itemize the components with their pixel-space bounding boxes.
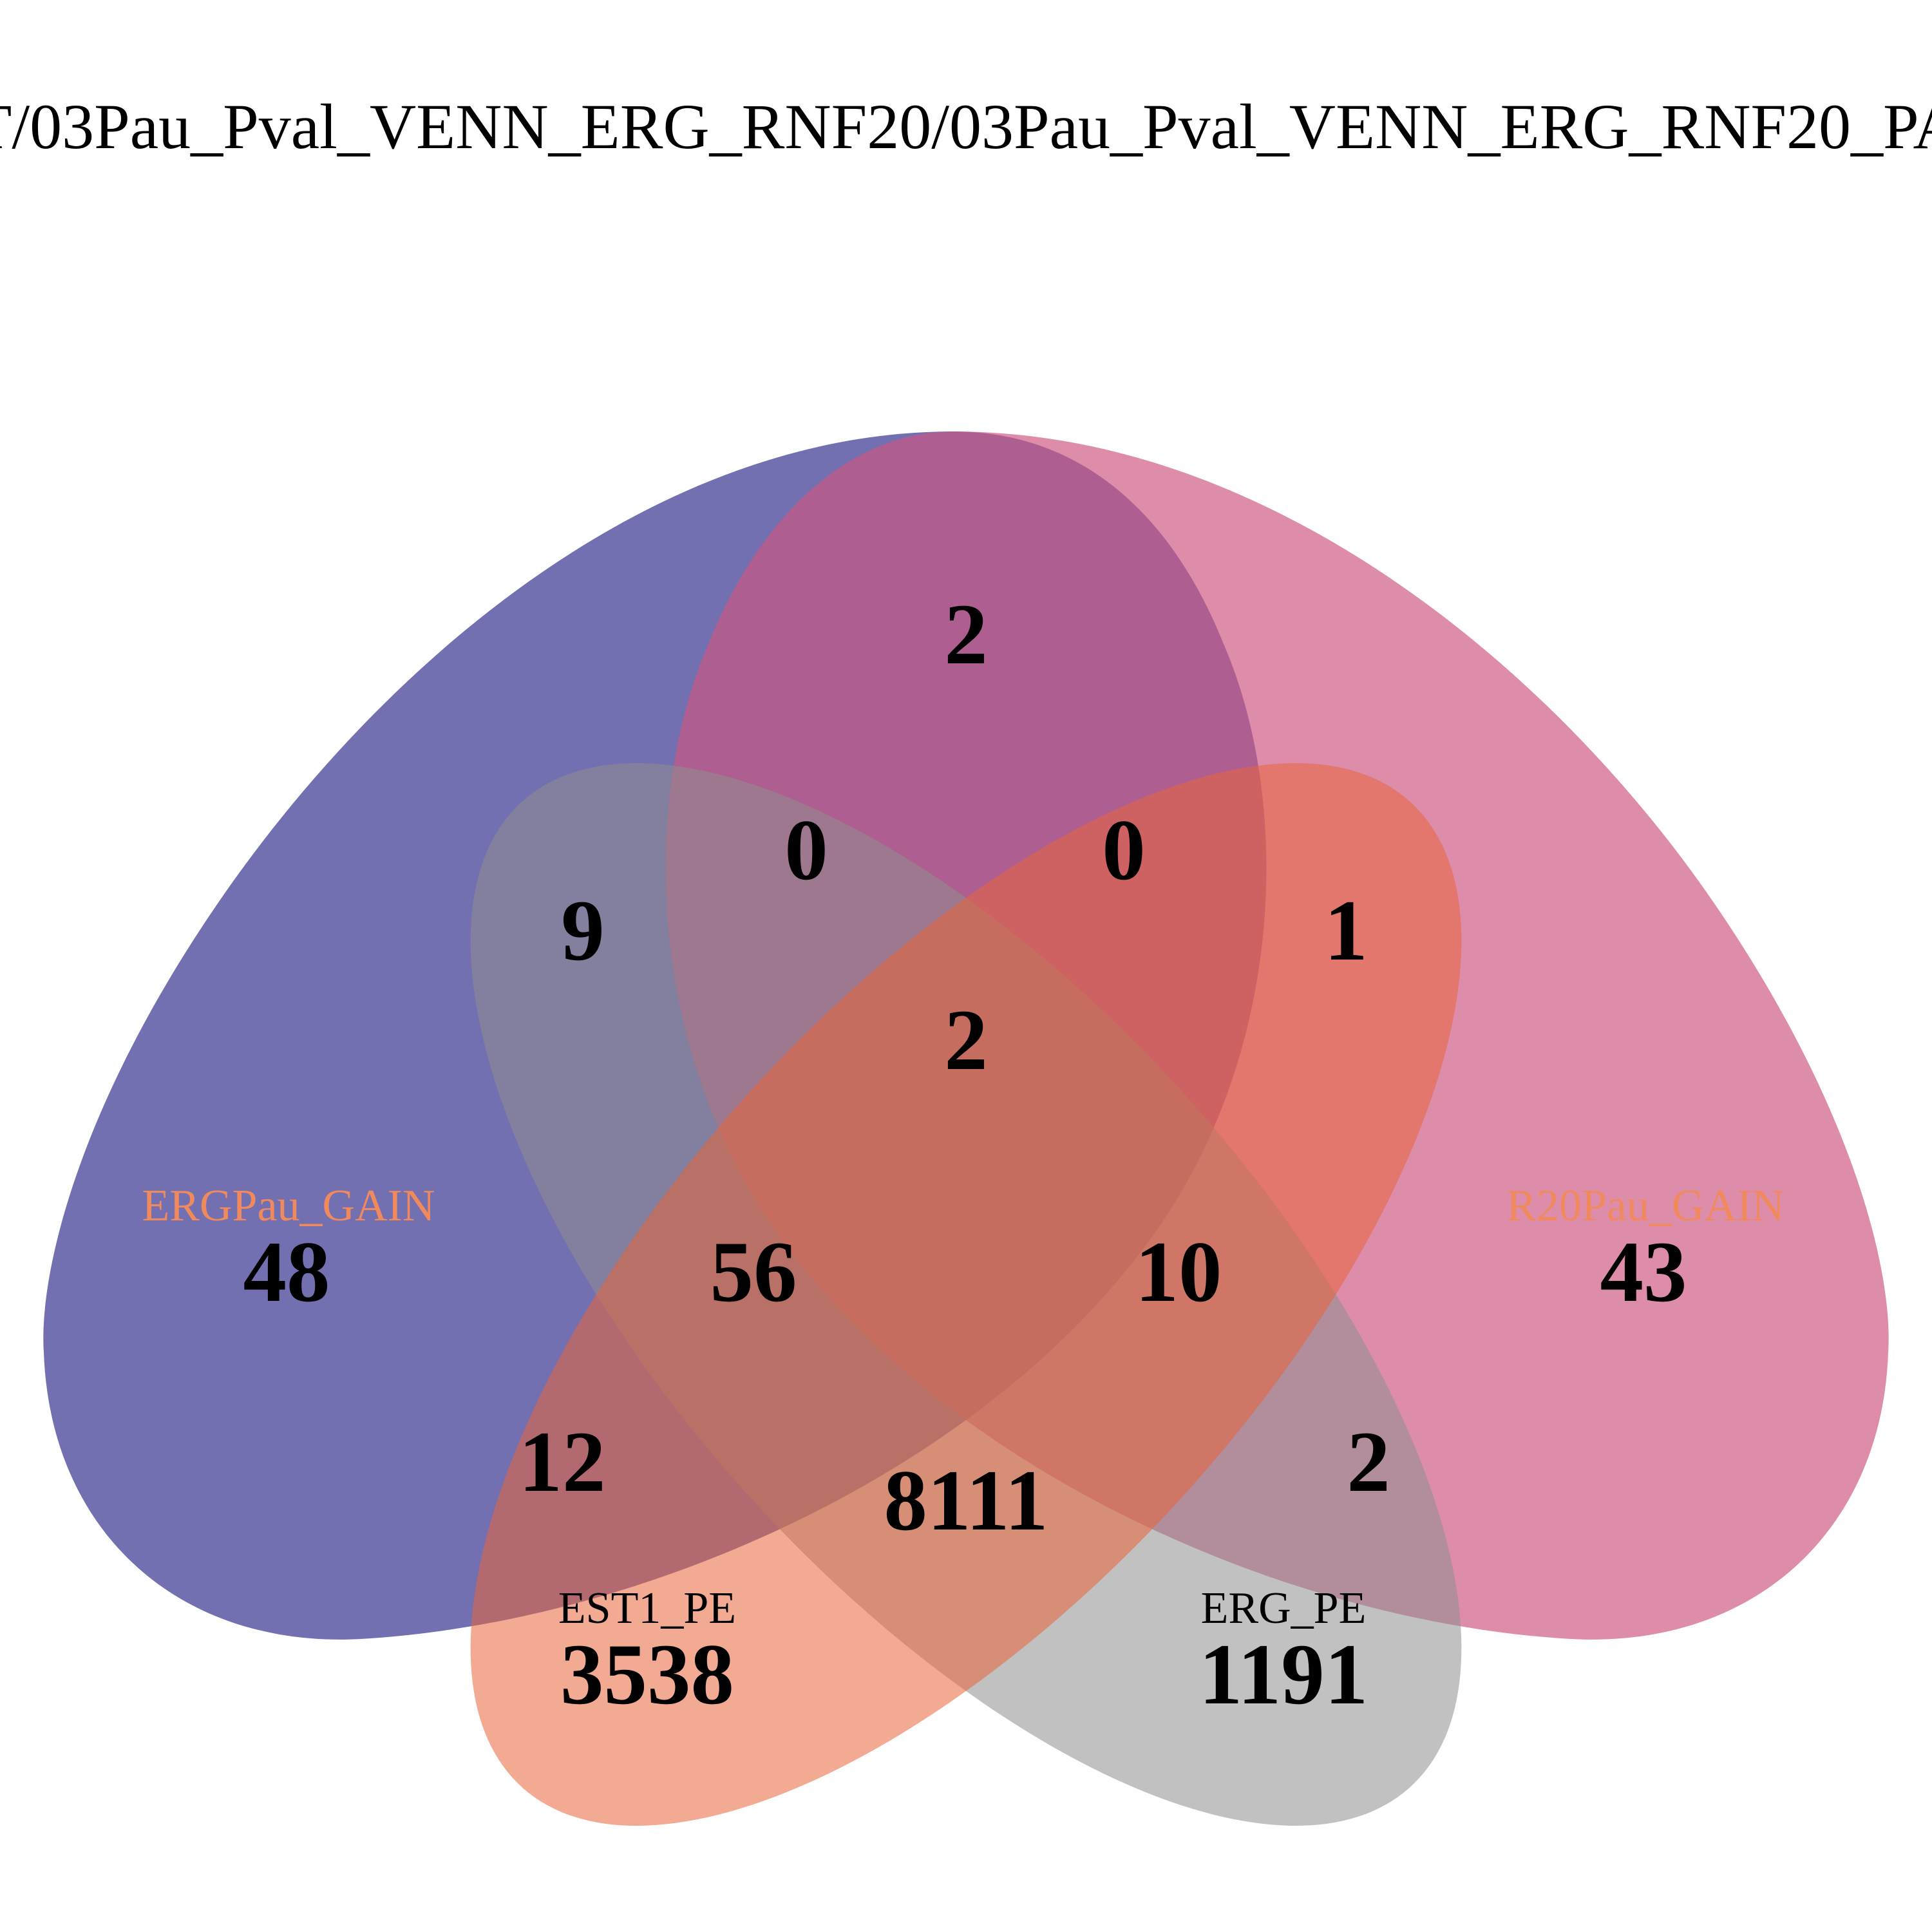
region-count-bd: 1 — [1324, 883, 1368, 979]
set-label-ergpau-gain: ERGPau_GAIN — [142, 1181, 435, 1231]
set-label-r20pau-gain: R20Pau_GAIN — [1506, 1181, 1785, 1231]
region-count-ergpau-only: 48 — [243, 1224, 330, 1320]
region-count-bcd: 10 — [1135, 1224, 1222, 1320]
region-count-abd: 0 — [1102, 802, 1146, 898]
region-count-cd: 8111 — [884, 1453, 1048, 1549]
diagram-title: T/03Pau_Pval_VENN_ERG_RNF20/03Pau_Pval_V… — [0, 91, 1932, 162]
set-shape-erg-pe — [470, 762, 1462, 1826]
set-label-erg-pe: ERG_PE — [1201, 1584, 1367, 1633]
region-count-erg-pe-only: 1191 — [1199, 1627, 1368, 1723]
set-label-est1-pe: EST1_PE — [558, 1584, 736, 1633]
region-count-ac: 9 — [561, 883, 605, 979]
region-count-bc: 2 — [1347, 1414, 1390, 1510]
region-count-acd: 56 — [710, 1224, 797, 1320]
region-count-est1-only: 3538 — [560, 1627, 734, 1723]
region-count-r20pau-only: 43 — [1600, 1224, 1687, 1320]
region-count-abc: 0 — [784, 802, 828, 898]
region-count-ab: 2 — [944, 587, 988, 683]
region-count-abcd: 2 — [944, 992, 988, 1088]
region-count-ad: 12 — [519, 1414, 606, 1510]
